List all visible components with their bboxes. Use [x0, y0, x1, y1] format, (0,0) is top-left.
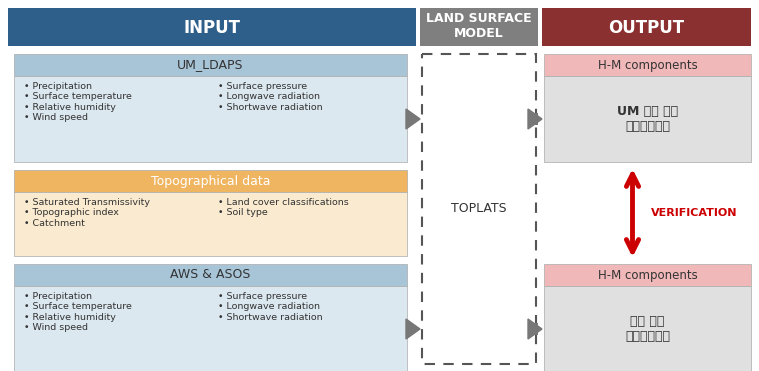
Bar [14, 76, 407, 162]
Text: UM 모델 기반
수문기상정보: UM 모델 기반 수문기상정보 [617, 105, 678, 133]
Bar [14, 286, 407, 371]
Text: VERIFICATION: VERIFICATION [650, 208, 737, 218]
Bar [14, 192, 407, 256]
Text: 관측 기반
수문기상정보: 관측 기반 수문기상정보 [625, 315, 670, 343]
Text: • Surface pressure
• Longwave radiation
• Shortwave radiation: • Surface pressure • Longwave radiation … [219, 82, 323, 112]
Text: Topographical data: Topographical data [151, 174, 270, 187]
Text: OUTPUT: OUTPUT [609, 19, 685, 37]
Bar [14, 54, 407, 76]
Text: • Surface pressure
• Longwave radiation
• Shortwave radiation: • Surface pressure • Longwave radiation … [219, 292, 323, 322]
Polygon shape [528, 109, 542, 129]
Text: H-M components: H-M components [597, 59, 698, 72]
Text: UM_LDAPS: UM_LDAPS [178, 59, 244, 72]
Polygon shape [528, 319, 542, 339]
Text: H-M components: H-M components [597, 269, 698, 282]
Bar [528, 113, 538, 125]
Bar [420, 8, 538, 46]
Text: AWS & ASOS: AWS & ASOS [170, 269, 250, 282]
Bar [544, 76, 751, 162]
Text: LAND SURFACE
MODEL: LAND SURFACE MODEL [427, 12, 532, 40]
Bar [544, 264, 751, 286]
Bar [528, 323, 538, 335]
Bar [542, 8, 751, 46]
Bar [8, 8, 416, 46]
Bar [406, 323, 409, 335]
Text: • Saturated Transmissivity
• Topographic index
• Catchment: • Saturated Transmissivity • Topographic… [24, 198, 150, 228]
Text: INPUT: INPUT [184, 19, 241, 37]
Bar [544, 286, 751, 371]
Bar [544, 54, 751, 76]
Bar [14, 170, 407, 192]
Polygon shape [406, 109, 420, 129]
Polygon shape [406, 319, 420, 339]
Bar [14, 264, 407, 286]
Text: TOPLATS: TOPLATS [451, 203, 507, 216]
Bar [422, 54, 536, 364]
Text: • Land cover classifications
• Soil type: • Land cover classifications • Soil type [219, 198, 349, 217]
Text: • Precipitation
• Surface temperature
• Relative humidity
• Wind speed: • Precipitation • Surface temperature • … [24, 82, 132, 122]
Bar [406, 113, 409, 125]
Text: • Precipitation
• Surface temperature
• Relative humidity
• Wind speed: • Precipitation • Surface temperature • … [24, 292, 132, 332]
